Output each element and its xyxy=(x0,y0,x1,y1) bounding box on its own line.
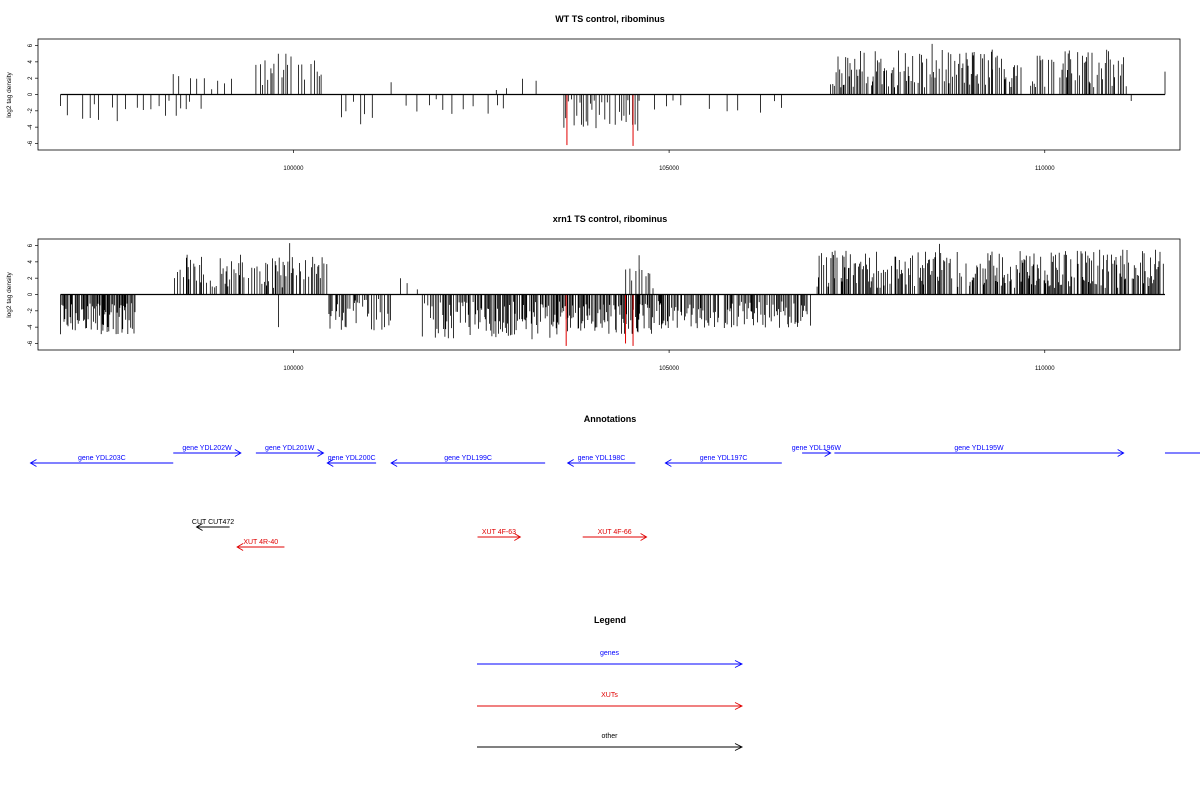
annotation-label: XUT 4R-40 xyxy=(243,539,278,546)
panel-title: WT TS control, ribominus xyxy=(555,14,665,24)
annotation-feature: gene YDL203C xyxy=(29,455,174,467)
legend-label: other xyxy=(602,733,619,740)
annotation-arrowhead xyxy=(1117,449,1125,457)
annotation-arrowhead xyxy=(236,543,244,551)
y-tick-label: -2 xyxy=(28,107,34,113)
legend-arrowhead xyxy=(734,743,744,751)
annotation-label: gene YDL196W xyxy=(792,445,842,452)
annotation-feature: XUT 4F-66 xyxy=(582,529,648,541)
y-tick-label: -4 xyxy=(28,124,34,130)
y-axis-label: log2 tag density xyxy=(6,71,13,117)
annotation-arrowhead xyxy=(566,459,574,467)
annotation-feature: gene YDL195W xyxy=(834,445,1125,457)
axes: 6 4 2 0 -2 -4 -6 100000 105000 110000 xyxy=(28,43,1055,172)
y-tick-label: 4 xyxy=(28,60,34,64)
annotations-title: Annotations xyxy=(584,414,637,424)
tag-density-bars xyxy=(60,243,1164,340)
annotation-feature: gene YDL196W xyxy=(792,445,842,457)
annotation-label: gene YDL202W xyxy=(182,445,232,452)
annotation-label: gene YDL201W xyxy=(265,445,315,452)
x-tick-label: 105000 xyxy=(659,166,680,172)
y-tick-label: -2 xyxy=(28,307,34,313)
legend-item: XUTs xyxy=(477,692,744,710)
tag-density-bars xyxy=(60,43,1166,131)
y-tick-label: 0 xyxy=(28,292,34,296)
y-tick-label: -4 xyxy=(28,324,34,330)
y-tick-label: 6 xyxy=(28,243,34,247)
bars xyxy=(60,243,1165,346)
bars xyxy=(60,43,1166,146)
x-tick-label: 100000 xyxy=(283,166,304,172)
legend: Legend genes XUTs other xyxy=(477,615,744,751)
y-tick-label: 6 xyxy=(28,43,34,47)
annotation-label: gene YDL203C xyxy=(78,455,126,462)
legend-arrowhead xyxy=(734,660,744,668)
annotation-feature: gene YDL200C xyxy=(326,455,377,467)
x-tick-label: 100000 xyxy=(283,366,304,372)
annotation-arrowhead xyxy=(195,523,203,531)
annotation-label: gene YDL198C xyxy=(578,455,626,462)
annotation-arrowhead xyxy=(640,533,648,541)
annotation-arrowhead xyxy=(390,459,398,467)
panel-title: xrn1 TS control, ribominus xyxy=(553,214,668,224)
annotation-feature: gene YDL198C xyxy=(566,455,636,467)
annotation-feature: gene YDL199C xyxy=(390,455,546,467)
legend-label: XUTs xyxy=(601,692,618,699)
y-tick-label: 4 xyxy=(28,260,34,264)
annotation-arrowhead xyxy=(234,449,242,457)
annotation-feature: gene YDL197C xyxy=(664,455,782,467)
y-tick-label: 2 xyxy=(28,276,34,280)
y-tick-label: -6 xyxy=(28,140,34,146)
y-tick-label: 0 xyxy=(28,92,34,96)
panel-xrn1-tag-density: xrn1 TS control, ribominus log2 tag dens… xyxy=(6,214,1181,372)
x-tick-label: 110000 xyxy=(1035,366,1055,372)
x-tick-label: 105000 xyxy=(659,366,680,372)
annotation-features: gene YDL203C gene YDL202W gene YDL201W gene… xyxy=(29,445,1200,551)
annotation-label: XUT 4F-63 xyxy=(482,529,516,536)
annotation-label: gene YDL200C xyxy=(328,455,376,462)
legend-label: genes xyxy=(600,650,620,657)
annotation-feature: CUT CUT472 xyxy=(192,519,234,531)
annotation-feature: gene YDL201W xyxy=(255,445,325,457)
x-tick-label: 110000 xyxy=(1035,166,1055,172)
annotation-feature: XUT 4R-40 xyxy=(236,539,285,551)
legend-arrowhead xyxy=(734,702,744,710)
annotation-label: gene YDL195W xyxy=(954,445,1004,452)
annotation-label: gene YDL197C xyxy=(700,455,748,462)
axes: 6 4 2 0 -2 -4 -6 100000 105000 110000 xyxy=(28,243,1055,372)
annotation-feature: gene YDL202W xyxy=(173,445,242,457)
legend-item: other xyxy=(477,733,744,751)
panel-wt-tag-density: WT TS control, ribominus log2 tag densit… xyxy=(6,14,1181,172)
annotation-feature: XUT 4F-63 xyxy=(477,529,522,541)
annotation-arrowhead xyxy=(824,449,832,457)
annotation-arrowhead xyxy=(664,459,672,467)
y-tick-label: 2 xyxy=(28,76,34,80)
legend-title: Legend xyxy=(594,615,626,625)
legend-item: genes xyxy=(477,650,744,668)
annotation-arrowhead xyxy=(326,459,334,467)
y-tick-label: -6 xyxy=(28,340,34,346)
annotation-label: XUT 4F-66 xyxy=(598,529,632,536)
y-axis-label: log2 tag density xyxy=(6,271,13,317)
annotation-label: gene YDL199C xyxy=(444,455,492,462)
annotation-label: CUT CUT472 xyxy=(192,519,234,526)
legend-items: genes XUTs other xyxy=(477,650,744,751)
annotation-arrowhead xyxy=(514,533,522,541)
annotation-arrowhead xyxy=(29,459,37,467)
annotation-arrowhead xyxy=(317,449,325,457)
